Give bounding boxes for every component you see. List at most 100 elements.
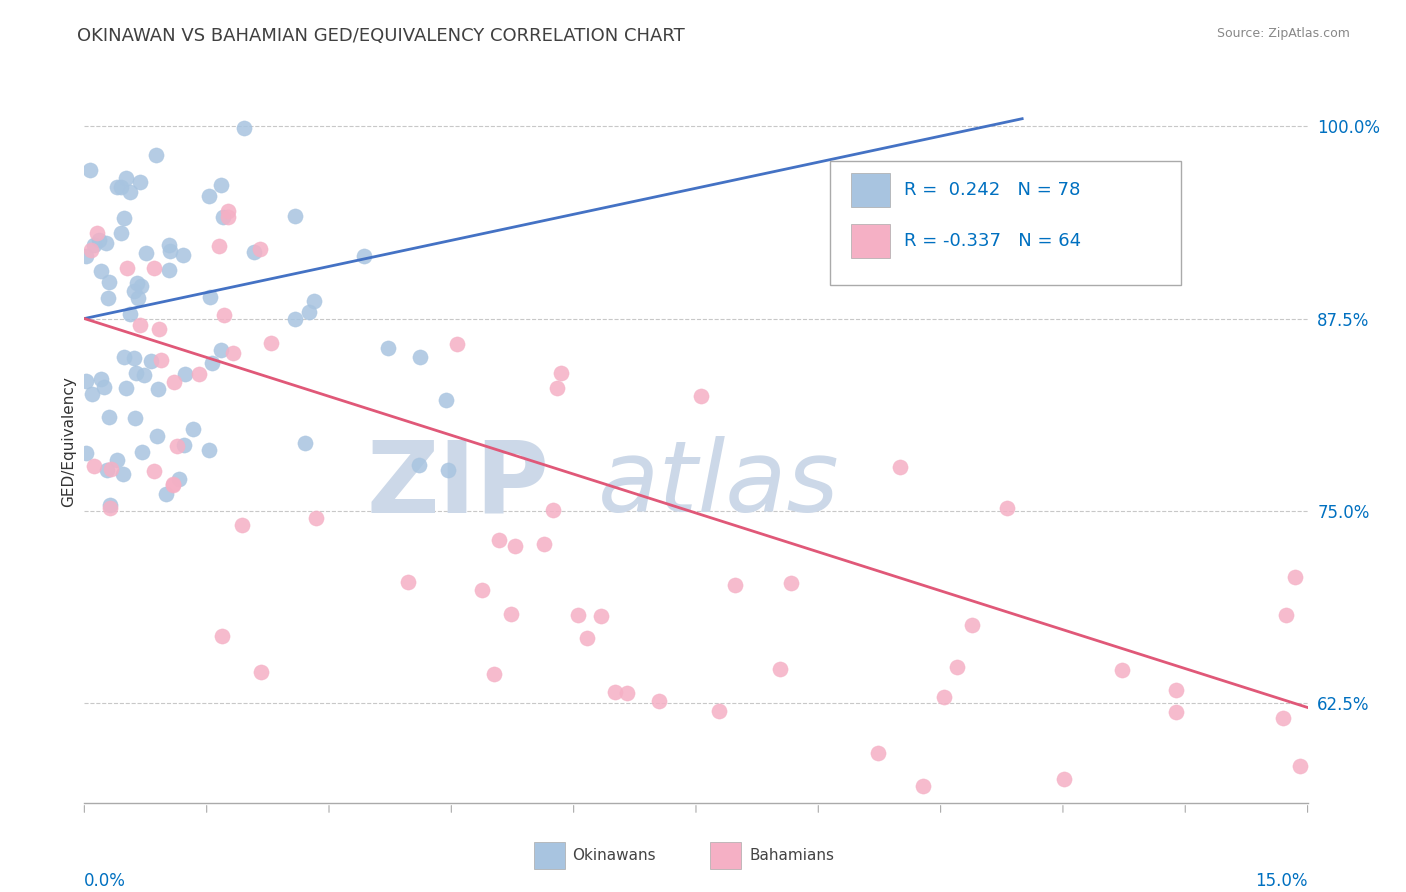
Text: 15.0%: 15.0% — [1256, 872, 1308, 890]
Point — [167, 472, 190, 486]
Point — [353, 249, 375, 263]
Point — [143, 261, 166, 276]
Point — [546, 381, 568, 395]
Point — [172, 247, 194, 261]
Point — [298, 304, 321, 318]
Point — [93, 380, 115, 394]
Point — [302, 294, 325, 309]
Point — [567, 608, 589, 623]
Text: Okinawans: Okinawans — [572, 848, 655, 863]
Point — [249, 242, 271, 256]
Point — [294, 436, 316, 450]
Point — [934, 690, 956, 704]
Point — [122, 351, 145, 365]
Point — [132, 368, 155, 382]
Point — [201, 356, 224, 370]
Point — [436, 463, 458, 477]
Point — [115, 170, 138, 185]
Point — [159, 244, 181, 259]
Point — [98, 501, 121, 516]
Point — [198, 189, 221, 203]
Point — [166, 439, 188, 453]
Point — [120, 306, 142, 320]
Point — [284, 311, 307, 326]
Point — [124, 411, 146, 425]
Point — [82, 386, 104, 401]
Point — [127, 291, 149, 305]
Point — [1053, 772, 1076, 787]
Point — [97, 291, 120, 305]
Point — [284, 209, 307, 223]
Point — [591, 609, 613, 624]
Point — [1289, 758, 1312, 772]
Point — [960, 618, 983, 632]
Text: R =  0.242   N = 78: R = 0.242 N = 78 — [904, 181, 1080, 199]
Point — [533, 537, 555, 551]
Point — [868, 747, 890, 761]
Point — [145, 148, 167, 162]
Point — [707, 704, 730, 718]
Point — [499, 607, 522, 621]
Point — [79, 163, 101, 178]
Point — [242, 245, 264, 260]
Point — [105, 453, 128, 467]
Point — [616, 686, 638, 700]
Point — [409, 350, 432, 364]
Point — [86, 227, 108, 241]
Point — [222, 346, 245, 360]
Point — [603, 684, 626, 698]
Point — [98, 275, 121, 289]
Point — [541, 503, 564, 517]
Point — [260, 336, 283, 351]
Point — [90, 372, 112, 386]
Point — [911, 779, 934, 793]
Text: 0.0%: 0.0% — [84, 872, 127, 890]
Point — [1111, 664, 1133, 678]
Point — [207, 238, 229, 252]
Point — [83, 238, 105, 252]
Point — [250, 665, 273, 680]
Point — [200, 290, 222, 304]
Point — [129, 278, 152, 293]
Point — [1166, 683, 1188, 698]
Point — [159, 262, 181, 277]
Point — [96, 463, 118, 477]
Point — [162, 477, 184, 491]
Text: OKINAWAN VS BAHAMIAN GED/EQUIVALENCY CORRELATION CHART: OKINAWAN VS BAHAMIAN GED/EQUIVALENCY COR… — [77, 27, 685, 45]
Point — [1272, 711, 1295, 725]
Point — [434, 392, 457, 407]
Point — [159, 237, 181, 252]
Point — [1284, 570, 1306, 584]
Point — [488, 533, 510, 548]
Point — [396, 575, 419, 590]
Point — [163, 375, 186, 389]
Point — [145, 429, 167, 443]
Point — [97, 410, 120, 425]
Point — [181, 422, 204, 436]
Point — [75, 445, 97, 459]
Text: Source: ZipAtlas.com: Source: ZipAtlas.com — [1216, 27, 1350, 40]
Point — [995, 501, 1018, 516]
Point — [115, 261, 138, 276]
Point — [105, 180, 128, 194]
Point — [129, 175, 152, 189]
Point — [98, 498, 121, 512]
Point — [80, 243, 103, 257]
Point — [945, 659, 967, 673]
Point — [1166, 706, 1188, 720]
Point — [212, 308, 235, 322]
Point — [112, 211, 135, 225]
Point — [212, 211, 235, 225]
Point — [446, 337, 468, 351]
Point — [110, 226, 132, 240]
Point — [143, 464, 166, 478]
Point — [122, 284, 145, 298]
Point — [217, 204, 239, 219]
Point — [231, 518, 253, 533]
Point — [75, 374, 97, 388]
Point — [408, 458, 430, 473]
Point — [377, 341, 399, 355]
Point — [576, 631, 599, 645]
Point — [471, 582, 494, 597]
Point — [127, 276, 149, 290]
